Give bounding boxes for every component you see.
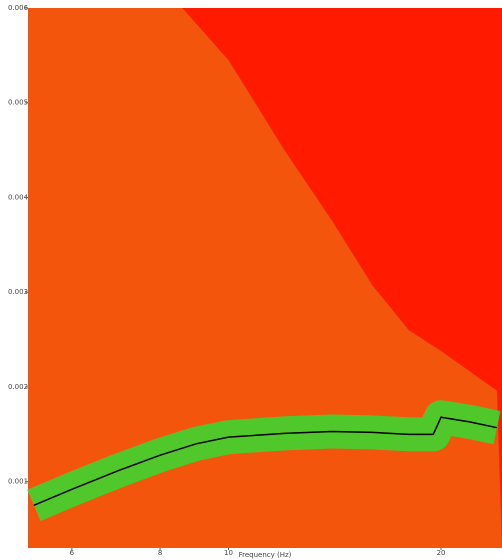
y-tick-label: 0.001 [8, 478, 28, 486]
x-tick-label: 6 [70, 549, 75, 557]
y-tick-label: 0.002 [8, 383, 28, 391]
y-tick-label: 0.003 [8, 288, 28, 296]
y-tick-label: 0.004 [8, 193, 29, 201]
x-tick-label: 10 [224, 549, 233, 557]
median-line [33, 416, 498, 507]
density-region [28, 8, 502, 548]
y-tick-label: 0.005 [8, 99, 28, 107]
x-axis-label: Frequency (Hz) [239, 551, 292, 559]
x-tick-label: 20 [437, 549, 446, 557]
y-tick-label: 0.006 [8, 4, 29, 12]
x-tick-label: 8 [158, 549, 162, 557]
